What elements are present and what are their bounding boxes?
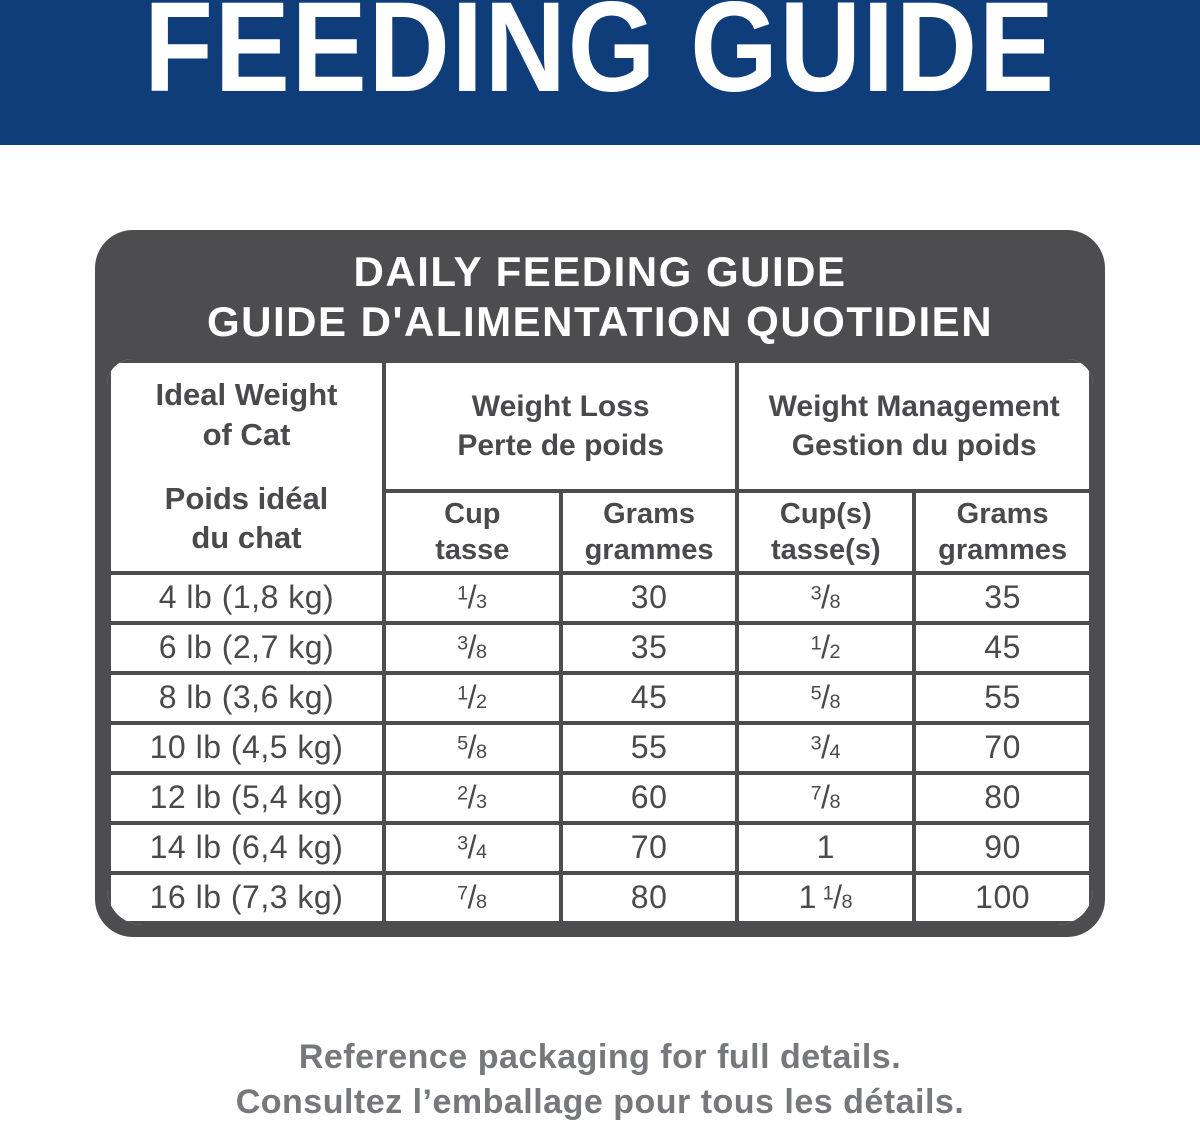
cell-loss-cup: 2/3 — [381, 770, 563, 825]
cell-ideal-weight: 16 lb (7,3 kg) — [107, 870, 386, 925]
table-row: 8 lb (3,6 kg) 1/2 45 5/8 55 — [107, 670, 1093, 725]
cell-mgmt-cup: 3/8 — [735, 570, 917, 625]
cell-loss-cup: 7/8 — [381, 870, 563, 925]
table-row: 10 lb (4,5 kg) 5/8 55 3/4 70 — [107, 720, 1093, 775]
ideal-weight-en-line2: of Cat — [202, 417, 291, 453]
cell-ideal-weight: 4 lb (1,8 kg) — [107, 570, 386, 625]
footer-note-en: Reference packaging for full details. — [298, 1037, 902, 1076]
cell-mgmt-grams: 90 — [912, 820, 1093, 875]
loss-grams-label-en: Grams — [603, 497, 696, 530]
weight-loss-label-en: Weight Loss — [471, 389, 650, 423]
mgmt-grams-label-fr: grammes — [938, 533, 1068, 566]
mgmt-cup-label-fr: tasse(s) — [771, 533, 881, 566]
weight-management-label-fr: Gestion du poids — [791, 428, 1037, 462]
header-group-row: Ideal Weight of Cat Poids idéal du chat … — [107, 358, 1093, 575]
table-row: 14 lb (6,4 kg) 3/4 70 1 90 — [107, 820, 1093, 875]
cell-mgmt-grams: 80 — [912, 770, 1093, 825]
banner-title: FEEDING GUIDE — [144, 0, 1056, 119]
cell-loss-cup: 1/2 — [381, 670, 563, 725]
cell-mgmt-cup: 5/8 — [735, 670, 917, 725]
col-group-weight-management: Weight Management Gestion du poids — [735, 358, 1093, 493]
footer-note-fr: Consultez l’emballage pour tous les déta… — [235, 1083, 965, 1121]
col-header-ideal-weight: Ideal Weight of Cat Poids idéal du chat — [107, 358, 386, 575]
card-title: DAILY FEEDING GUIDE GUIDE D'ALIMENTATION… — [107, 230, 1093, 359]
cell-mgmt-grams: 55 — [912, 670, 1093, 725]
loss-grams-label-fr: grammes — [584, 533, 714, 566]
col-header-mgmt-grams: Grams grammes — [912, 488, 1093, 575]
cell-ideal-weight: 14 lb (6,4 kg) — [107, 820, 386, 875]
feeding-table-wrap: Ideal Weight of Cat Poids idéal du chat … — [107, 358, 1093, 925]
weight-management-label-en: Weight Management — [768, 389, 1060, 423]
cell-mgmt-grams: 100 — [912, 870, 1093, 925]
col-header-loss-cup: Cup tasse — [381, 488, 563, 575]
feeding-table: Ideal Weight of Cat Poids idéal du chat … — [107, 358, 1093, 925]
footer-note: Reference packaging for full details. Co… — [0, 1035, 1200, 1125]
cell-mgmt-cup: 7/8 — [735, 770, 917, 825]
table-row: 12 lb (5,4 kg) 2/3 60 7/8 80 — [107, 770, 1093, 825]
cell-mgmt-grams: 70 — [912, 720, 1093, 775]
table-row: 16 lb (7,3 kg) 7/8 80 1 1/8 100 — [107, 870, 1093, 925]
cell-mgmt-cup: 3/4 — [735, 720, 917, 775]
feeding-guide-banner: FEEDING GUIDE — [0, 0, 1200, 145]
ideal-weight-fr-line2: du chat — [191, 520, 302, 556]
card-title-french: GUIDE D'ALIMENTATION QUOTIDIEN — [206, 298, 994, 346]
cell-loss-cup: 1/3 — [381, 570, 563, 625]
table-row: 4 lb (1,8 kg) 1/3 30 3/8 35 — [107, 570, 1093, 625]
cell-loss-cup: 3/4 — [381, 820, 563, 875]
ideal-weight-fr-line1: Poids idéal — [164, 480, 329, 516]
feeding-table-body: 4 lb (1,8 kg) 1/3 30 3/8 35 6 lb (2,7 kg) 3/8 3… — [107, 570, 1093, 925]
cell-loss-grams: 30 — [558, 570, 740, 625]
cell-loss-grams: 35 — [558, 620, 740, 675]
cell-loss-grams: 80 — [558, 870, 740, 925]
cell-ideal-weight: 10 lb (4,5 kg) — [107, 720, 386, 775]
card-title-english: DAILY FEEDING GUIDE — [353, 248, 847, 295]
cell-loss-cup: 5/8 — [381, 720, 563, 775]
col-header-mgmt-cup: Cup(s) tasse(s) — [735, 488, 917, 575]
loss-cup-label-en: Cup — [444, 497, 501, 530]
col-header-loss-grams: Grams grammes — [558, 488, 740, 575]
cell-loss-grams: 60 — [558, 770, 740, 825]
cell-mgmt-cup: 1 — [735, 820, 917, 875]
cell-loss-grams: 55 — [558, 720, 740, 775]
cell-ideal-weight: 12 lb (5,4 kg) — [107, 770, 386, 825]
cell-mgmt-cup: 1 1/8 — [735, 870, 917, 925]
cell-mgmt-grams: 45 — [912, 620, 1093, 675]
header-sub-row: Cup tasse Grams grammes Cup(s) tasse(s) … — [109, 488, 1093, 575]
cell-mgmt-grams: 35 — [912, 570, 1093, 625]
cell-ideal-weight: 8 lb (3,6 kg) — [107, 670, 386, 725]
cell-loss-grams: 45 — [558, 670, 740, 725]
daily-feeding-guide-card: DAILY FEEDING GUIDE GUIDE D'ALIMENTATION… — [95, 230, 1105, 937]
cell-loss-cup: 3/8 — [381, 620, 563, 675]
weight-loss-label-fr: Perte de poids — [457, 428, 665, 462]
ideal-weight-en-line1: Ideal Weight — [155, 377, 338, 413]
col-group-weight-loss: Weight Loss Perte de poids — [381, 358, 740, 493]
mgmt-grams-label-en: Grams — [956, 497, 1049, 530]
cell-mgmt-cup: 1/2 — [735, 620, 917, 675]
cell-ideal-weight: 6 lb (2,7 kg) — [107, 620, 386, 675]
cell-loss-grams: 70 — [558, 820, 740, 875]
loss-cup-label-fr: tasse — [435, 533, 510, 566]
table-row: 6 lb (2,7 kg) 3/8 35 1/2 45 — [107, 620, 1093, 675]
mgmt-cup-label-en: Cup(s) — [779, 497, 872, 530]
